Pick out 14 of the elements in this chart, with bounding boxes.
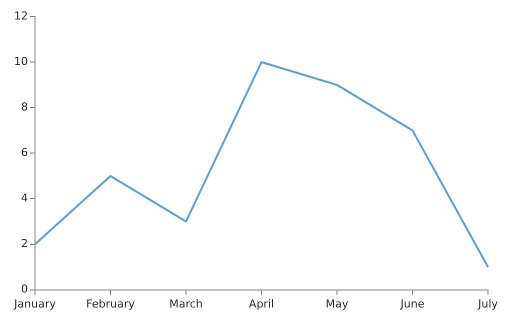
x-tick-label: January — [13, 297, 56, 310]
x-tick-label: March — [169, 297, 203, 310]
y-tick-label: 12 — [14, 9, 28, 22]
x-tick-label: July — [477, 297, 498, 310]
y-tick-label: 0 — [20, 282, 28, 296]
y-tick-label: 6 — [20, 146, 28, 160]
x-tick-label: May — [326, 297, 349, 310]
x-tick-label: February — [86, 297, 136, 310]
y-tick-label: 4 — [20, 192, 28, 205]
x-tick-label: April — [248, 297, 274, 310]
x-tick-label: June — [400, 297, 425, 310]
y-tick-label: 2 — [20, 237, 28, 250]
y-tick-label: 10 — [14, 54, 28, 68]
y-tick-label: 8 — [20, 100, 28, 114]
